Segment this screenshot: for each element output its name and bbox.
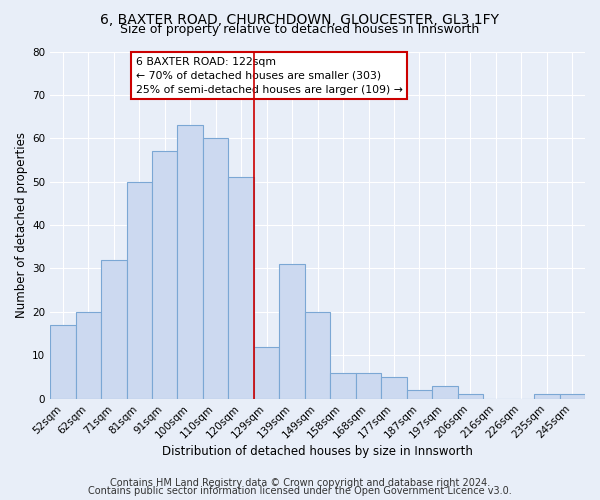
Bar bbox=[432, 386, 458, 398]
Text: 6, BAXTER ROAD, CHURCHDOWN, GLOUCESTER, GL3 1FY: 6, BAXTER ROAD, CHURCHDOWN, GLOUCESTER, … bbox=[101, 12, 499, 26]
Bar bbox=[458, 394, 483, 398]
Text: Contains public sector information licensed under the Open Government Licence v3: Contains public sector information licen… bbox=[88, 486, 512, 496]
Bar bbox=[356, 372, 381, 398]
Bar bbox=[254, 346, 280, 399]
Bar bbox=[203, 138, 229, 398]
Bar bbox=[229, 178, 254, 398]
Bar bbox=[280, 264, 305, 398]
Bar bbox=[178, 126, 203, 398]
Bar bbox=[50, 325, 76, 398]
Y-axis label: Number of detached properties: Number of detached properties bbox=[15, 132, 28, 318]
Bar bbox=[152, 152, 178, 398]
Bar bbox=[101, 260, 127, 398]
Bar bbox=[381, 377, 407, 398]
Bar bbox=[76, 312, 101, 398]
Bar bbox=[407, 390, 432, 398]
Bar bbox=[127, 182, 152, 398]
Bar bbox=[331, 372, 356, 398]
Bar bbox=[305, 312, 331, 398]
Bar bbox=[534, 394, 560, 398]
Text: Size of property relative to detached houses in Innsworth: Size of property relative to detached ho… bbox=[121, 22, 479, 36]
Text: Contains HM Land Registry data © Crown copyright and database right 2024.: Contains HM Land Registry data © Crown c… bbox=[110, 478, 490, 488]
Text: 6 BAXTER ROAD: 122sqm
← 70% of detached houses are smaller (303)
25% of semi-det: 6 BAXTER ROAD: 122sqm ← 70% of detached … bbox=[136, 56, 403, 94]
Bar bbox=[560, 394, 585, 398]
X-axis label: Distribution of detached houses by size in Innsworth: Distribution of detached houses by size … bbox=[162, 444, 473, 458]
